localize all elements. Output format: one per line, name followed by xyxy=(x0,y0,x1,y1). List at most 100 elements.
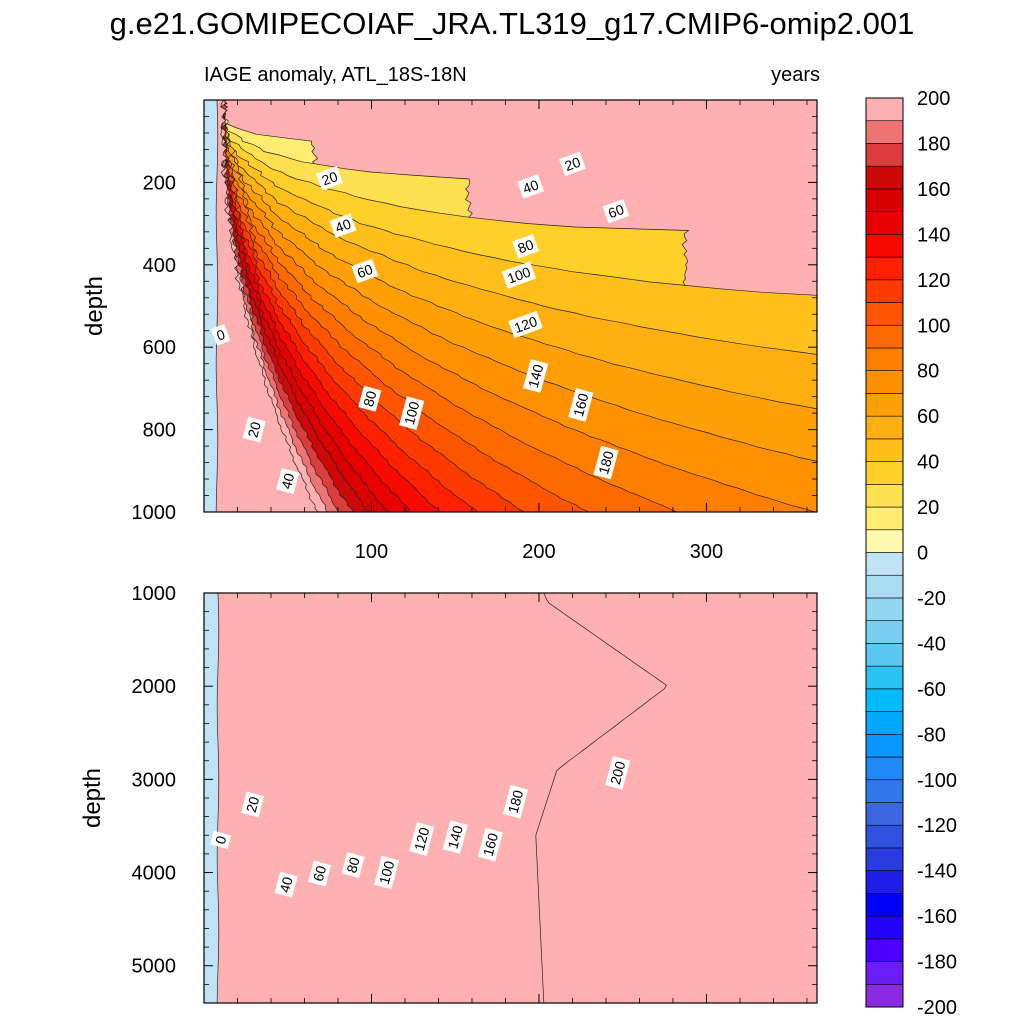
upper-y-tick-label-800: 800 xyxy=(143,420,176,442)
lower-contour-label-2: 40 xyxy=(274,871,298,898)
upper-contour-line-60 xyxy=(220,100,817,410)
upper-contour-label-text-13: 120 xyxy=(512,313,540,336)
colorbar-box-50 xyxy=(865,415,904,440)
upper-y-axis-label: depth xyxy=(81,276,108,336)
upper-contour-label-bg-1 xyxy=(242,416,266,443)
upper-contour-labels: 0 20 40 20 40 60 80 100 20 40 60 80 100 120 140 160 180 xyxy=(211,151,630,495)
lower-y-tick-label-1000: 1000 xyxy=(132,583,177,605)
lower-contour-label-10: 200 xyxy=(605,755,631,790)
upper-contour-label-bg-3 xyxy=(316,166,344,191)
upper-contour-line-40 xyxy=(220,100,817,296)
upper-contour-label-6: 80 xyxy=(358,385,382,412)
upper-contour-label-16: 180 xyxy=(593,445,619,480)
upper-contour-label-14: 140 xyxy=(523,359,549,393)
colorbar-label--180: -180 xyxy=(917,952,957,974)
upper-contour-label-text-6: 80 xyxy=(360,389,380,408)
lower-contour-label-text-7: 140 xyxy=(444,824,466,851)
upper-contour-label-text-9: 40 xyxy=(521,176,541,196)
colorbar-label--160: -160 xyxy=(917,906,957,928)
colorbar-label-200: 200 xyxy=(917,88,950,110)
colorbar: -200-180-160-140-120-100-80-60-40-200204… xyxy=(865,88,957,1019)
upper-contour-label-bg-13 xyxy=(508,310,543,339)
lower-contour-band-200 xyxy=(204,593,667,1003)
lower-y-tick-label-4000: 4000 xyxy=(132,863,177,885)
lower-y-tick-label-5000: 5000 xyxy=(132,956,177,978)
upper-plot-frame xyxy=(203,99,818,513)
colorbar-box--10 xyxy=(865,552,904,576)
upper-contour-line-50 xyxy=(220,100,817,355)
colorbar-label--100: -100 xyxy=(917,770,957,792)
colorbar-box--20 xyxy=(865,574,904,599)
colorbar-box--60 xyxy=(865,665,904,690)
lower-contour-label-bg-5 xyxy=(374,855,400,890)
lower-contour-label-text-10: 200 xyxy=(607,759,629,786)
colorbar-box-100 xyxy=(865,302,904,326)
lower-contour-label-3: 60 xyxy=(308,860,332,887)
upper-contour-label-9: 40 xyxy=(517,174,545,199)
lower-y-tick-label-3000: 3000 xyxy=(132,769,177,791)
colorbar-box-90 xyxy=(865,324,904,349)
colorbar-box--130 xyxy=(865,824,904,849)
upper-y-tick-label-200: 200 xyxy=(143,172,176,194)
colorbar-box-60 xyxy=(865,393,904,417)
upper-contour-label-text-5: 60 xyxy=(355,261,375,281)
figure-title: g.e21.GOMIPECOIAF_JRA.TL319_g17.CMIP6-om… xyxy=(110,6,915,41)
colorbar-label-0: 0 xyxy=(917,543,928,565)
upper-contour-label-5: 60 xyxy=(351,258,379,284)
upper-contour-label-text-10: 60 xyxy=(606,201,626,221)
upper-contour-line-190 xyxy=(220,100,328,512)
lower-contour-label-text-2: 40 xyxy=(276,875,296,894)
upper-contour-line-110 xyxy=(220,100,525,512)
upper-contour-label-bg-16 xyxy=(593,445,619,480)
upper-contour-band-200 xyxy=(204,100,319,512)
upper-contour-label-text-8: 20 xyxy=(562,154,582,174)
colorbar-label--140: -140 xyxy=(917,861,957,883)
upper-contour-label-13: 120 xyxy=(508,310,543,339)
upper-panel: IAGE anomaly, ATL_18S-18N years 0 20 40 20 4… xyxy=(81,64,820,563)
lower-contour-line-200 xyxy=(535,593,667,1003)
colorbar-label-40: 40 xyxy=(917,452,939,474)
upper-contour-label-bg-10 xyxy=(602,198,630,224)
upper-contour-label-bg-7 xyxy=(399,396,425,430)
upper-contour-label-2: 40 xyxy=(276,468,300,495)
lower-contour-label-text-1: 20 xyxy=(243,795,263,814)
lower-contour-label-text-6: 120 xyxy=(411,825,433,852)
upper-negative-band xyxy=(204,100,217,512)
upper-contour-label-bg-14 xyxy=(523,359,549,393)
upper-contour-field xyxy=(204,100,817,512)
upper-x-tick-label-200: 200 xyxy=(522,541,555,563)
colorbar-label-160: 160 xyxy=(917,179,950,201)
lower-contour-label-5: 100 xyxy=(374,855,400,890)
upper-contour-label-text-12: 100 xyxy=(505,264,533,287)
upper-y-tick-label-1000: 1000 xyxy=(132,502,177,524)
colorbar-box--110 xyxy=(865,779,904,803)
lower-contour-label-bg-7 xyxy=(442,820,468,854)
colorbar-box--140 xyxy=(865,847,904,871)
lower-contour-line-zero xyxy=(216,593,220,1003)
colorbar-label-120: 120 xyxy=(917,270,950,292)
lower-contour-label-8: 160 xyxy=(477,827,503,862)
upper-contour-label-text-14: 140 xyxy=(525,362,547,389)
upper-contour-label-12: 100 xyxy=(501,261,537,289)
colorbar-label-80: 80 xyxy=(917,361,939,383)
colorbar-box--90 xyxy=(865,733,904,758)
colorbar-box--150 xyxy=(865,870,904,894)
colorbar-box-190 xyxy=(865,97,904,122)
colorbar-label-140: 140 xyxy=(917,224,950,246)
colorbar-box-0 xyxy=(865,529,904,553)
colorbar-box--190 xyxy=(865,961,904,985)
lower-contour-label-bg-1 xyxy=(241,791,265,818)
upper-y-tick-label-600: 600 xyxy=(143,337,176,359)
upper-contour-line-zero xyxy=(215,100,219,512)
upper-contour-label-bg-12 xyxy=(501,261,537,289)
upper-contour-label-7: 100 xyxy=(399,396,425,430)
upper-contour-label-text-2: 40 xyxy=(278,471,298,490)
colorbar-box--160 xyxy=(865,893,904,917)
colorbar-box-150 xyxy=(865,188,904,212)
upper-contour-label-bg-11 xyxy=(512,234,540,259)
